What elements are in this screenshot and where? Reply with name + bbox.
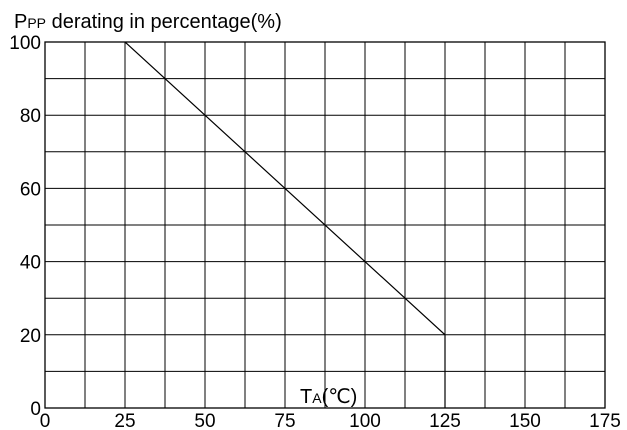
tick-labels: 0 25 50 75 100 125 150 175 0 20 40 60 80 100 xyxy=(9,33,621,430)
grid xyxy=(44,41,606,409)
y-tick-label: 40 xyxy=(20,253,41,274)
y-tick-label: 100 xyxy=(9,33,41,54)
plot-frame xyxy=(44,41,606,409)
y-tick-label: 0 xyxy=(30,399,41,420)
derating-curve xyxy=(124,41,446,408)
x-axis-label-rest: (℃) xyxy=(322,386,358,408)
y-tick-label: 80 xyxy=(20,106,41,127)
x-tick-label: 0 xyxy=(40,411,51,430)
x-tick-label: 150 xyxy=(509,411,541,430)
x-tick-label: 25 xyxy=(114,411,135,430)
y-tick-label: 20 xyxy=(20,326,41,347)
y-axis-label-rest: derating in percentage(%) xyxy=(46,11,282,33)
y-axis-label: PPP derating in percentage(%) xyxy=(14,11,282,33)
x-tick-label: 50 xyxy=(194,411,215,430)
x-tick-label: 75 xyxy=(274,411,295,430)
x-axis-label: TA(℃) xyxy=(300,386,357,408)
y-axis-label-sub: PP xyxy=(27,15,46,31)
x-tick-label: 125 xyxy=(429,411,461,430)
series-layer xyxy=(124,41,446,408)
y-tick-label: 60 xyxy=(20,179,41,200)
x-tick-label: 175 xyxy=(589,411,621,430)
x-axis-label-main: T xyxy=(300,386,312,408)
y-axis-label-main: P xyxy=(14,11,27,33)
x-axis-label-sub: A xyxy=(312,390,322,406)
x-tick-label: 100 xyxy=(349,411,381,430)
